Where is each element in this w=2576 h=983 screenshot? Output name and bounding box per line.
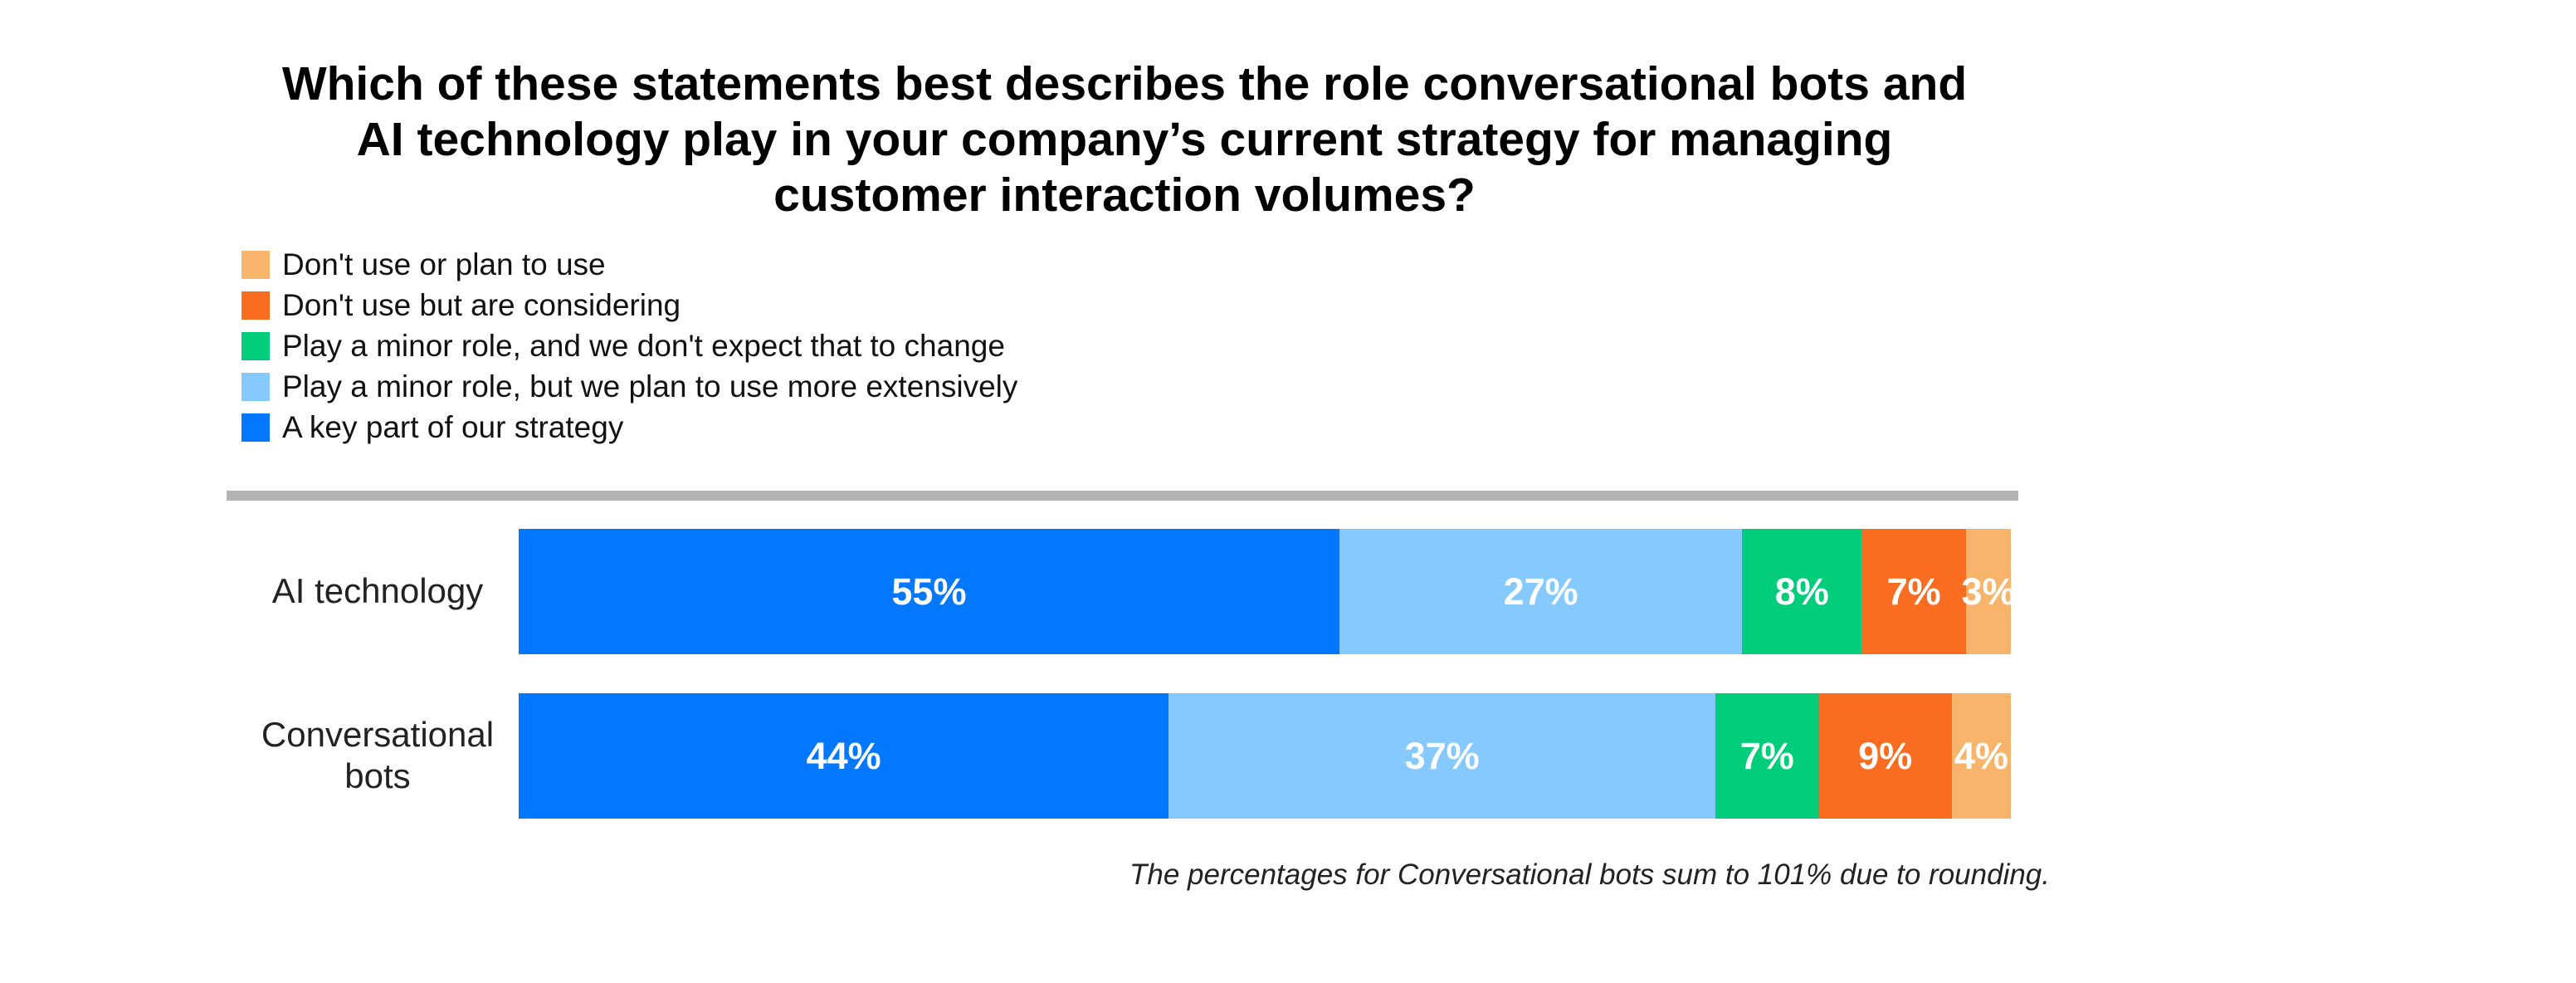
legend-label: Don't use or plan to use <box>282 247 606 281</box>
data-label: 3% <box>1961 570 2016 613</box>
bar-segment: 27% <box>1339 529 1743 654</box>
bar-segment: 3% <box>1962 529 2016 654</box>
bar-segment: 7% <box>1861 529 1967 654</box>
legend-swatch <box>242 413 270 442</box>
chart-title: Which of these statements best describes… <box>216 56 2033 223</box>
legend-label: A key part of our strategy <box>282 409 624 444</box>
chart-title-line: AI technology play in your company’s cur… <box>356 113 1893 166</box>
bar-row: 44% 37% 7% 9% 4% <box>519 693 2011 819</box>
category-label: Conversational bots <box>241 714 515 797</box>
legend-swatch <box>242 331 270 360</box>
chart-title-line: Which of these statements best describes… <box>281 57 1968 110</box>
legend-swatch <box>242 250 270 279</box>
data-label: 55% <box>891 570 967 613</box>
data-label: 9% <box>1858 734 1913 777</box>
data-label: 37% <box>1404 734 1480 777</box>
legend: Don't use or plan to use Don't use but ar… <box>242 244 1017 447</box>
legend-item: Don't use but are considering <box>242 285 1017 325</box>
legend-item: Play a minor role, and we don't expect t… <box>242 325 1017 366</box>
data-label: 27% <box>1503 570 1578 613</box>
category-label-line: bots <box>344 756 411 795</box>
footnote: The percentages for Conversational bots … <box>1129 858 2050 891</box>
data-label: 7% <box>1739 734 1794 777</box>
legend-swatch <box>242 372 270 401</box>
bar-segment: 55% <box>519 529 1339 654</box>
legend-label: Don't use but are considering <box>282 287 681 322</box>
bar-row: 55% 27% 8% 7% 3% <box>519 529 2016 654</box>
legend-item: Don't use or plan to use <box>242 244 1017 285</box>
chart-title-line: customer interaction volumes? <box>773 169 1476 222</box>
category-label: AI technology <box>241 570 515 612</box>
legend-swatch <box>242 291 270 320</box>
bar-segment: 44% <box>519 693 1169 819</box>
separator-line <box>227 491 2018 501</box>
legend-item: A key part of our strategy <box>242 407 1017 447</box>
category-label-line: Conversational <box>261 715 495 754</box>
bar-segment: 7% <box>1715 693 1819 819</box>
bar-segment: 37% <box>1168 693 1715 819</box>
bar-segment: 9% <box>1818 693 1952 819</box>
legend-label: Play a minor role, but we plan to use mo… <box>282 369 1018 403</box>
data-label: 8% <box>1774 570 1829 613</box>
category-label-line: AI technology <box>271 571 484 610</box>
bar-segment: 8% <box>1742 529 1862 654</box>
data-label: 7% <box>1886 570 1941 613</box>
legend-label: Play a minor role, and we don't expect t… <box>282 328 1005 363</box>
data-label: 44% <box>806 734 881 777</box>
bar-segment: 4% <box>1951 693 2011 819</box>
legend-item: Play a minor role, but we plan to use mo… <box>242 366 1017 407</box>
data-label: 4% <box>1954 734 2008 777</box>
